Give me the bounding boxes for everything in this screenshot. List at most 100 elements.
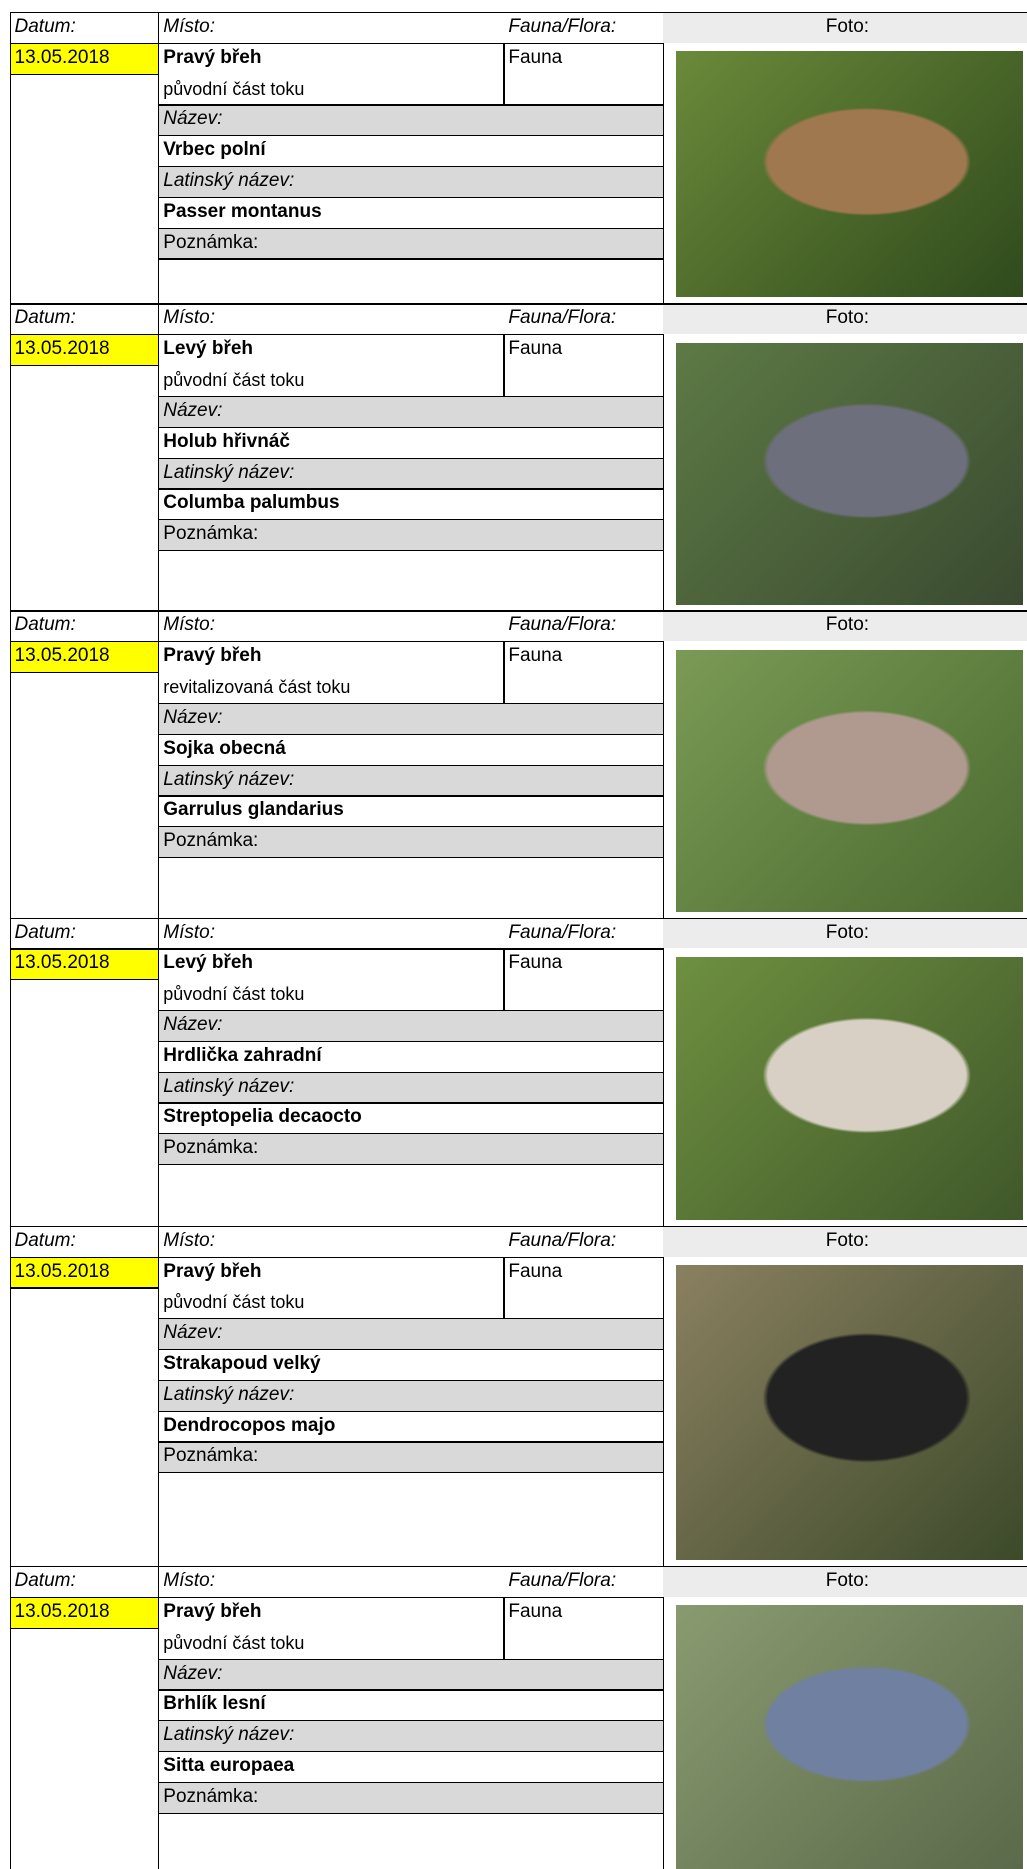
name: Brhlík lesní [163, 1693, 266, 1715]
border [158, 42, 663, 44]
border [158, 196, 663, 199]
border [158, 948, 663, 950]
note-label: Poznámka: [158, 826, 663, 858]
border [158, 303, 160, 611]
note-label: Poznámka: [158, 1133, 663, 1165]
border [9, 365, 159, 367]
border [158, 733, 663, 735]
place: Pravý břeh [163, 645, 262, 667]
border [158, 227, 663, 229]
border [158, 641, 663, 643]
kind: Fauna [508, 338, 563, 360]
border [158, 1133, 663, 1135]
kind: Fauna [508, 645, 563, 667]
date: 13.05.2018 [9, 42, 159, 74]
border [158, 550, 663, 552]
name: Sojka obecná [163, 737, 286, 759]
name-label: Název: [158, 395, 663, 427]
kind: Fauna [508, 46, 563, 68]
header-place: Místo: [163, 921, 215, 943]
border [662, 334, 665, 611]
place: Levý břeh [163, 338, 254, 360]
border [9, 1225, 1027, 1227]
border [158, 764, 663, 766]
header-place: Místo: [163, 15, 215, 37]
border [9, 1627, 159, 1629]
border [158, 1566, 160, 1869]
section: revitalizovaná část toku [163, 677, 351, 698]
header-kind: Fauna/Flora: [508, 15, 617, 37]
name: Vrbec polní [163, 139, 266, 161]
section: původní část toku [163, 984, 305, 1005]
header-place: Místo: [163, 1229, 215, 1251]
date: 13.05.2018 [9, 334, 159, 366]
note-label: Poznámka: [158, 1441, 663, 1473]
border [158, 488, 663, 490]
date: 13.05.2018 [9, 1596, 159, 1628]
name-label: Název: [158, 1658, 663, 1690]
bird-photo [675, 1605, 1024, 1869]
border [158, 1441, 663, 1443]
border [158, 1318, 663, 1320]
border [158, 1781, 663, 1784]
border [158, 1256, 663, 1258]
header-photo: Foto: [662, 303, 1027, 335]
bird-photo [675, 51, 1024, 298]
border [9, 334, 159, 336]
border [662, 1256, 665, 1567]
border [158, 1410, 663, 1412]
date: 13.05.2018 [9, 1256, 159, 1288]
border [158, 917, 160, 1226]
border [662, 42, 665, 304]
border [158, 1472, 663, 1474]
border [9, 1287, 159, 1289]
latin-label: Latinský název: [158, 166, 663, 197]
latin: Streptopelia decaocto [163, 1106, 362, 1128]
border [158, 857, 663, 859]
border [158, 334, 663, 336]
border [9, 11, 1027, 14]
place: Pravý břeh [163, 46, 262, 68]
name-label: Název: [158, 1009, 663, 1041]
border [158, 1071, 663, 1073]
name: Hrdlička zahradní [163, 1044, 322, 1066]
place: Pravý břeh [163, 1600, 262, 1622]
header-kind: Fauna/Flora: [508, 614, 617, 636]
border [158, 1349, 663, 1351]
border [9, 73, 159, 75]
border [503, 948, 505, 1010]
border [158, 395, 663, 398]
border [158, 1225, 160, 1567]
kind: Fauna [508, 1600, 563, 1622]
name-label: Název: [158, 104, 663, 136]
header-place: Místo: [163, 614, 215, 636]
bird-photo [675, 956, 1024, 1220]
border [9, 610, 1027, 612]
section: původní část toku [163, 370, 305, 391]
border [503, 334, 505, 396]
latin-label: Latinský název: [158, 1071, 663, 1103]
border [503, 1256, 505, 1319]
header-date: Datum: [14, 1229, 76, 1251]
date: 13.05.2018 [9, 641, 159, 673]
latin: Sitta europaea [163, 1755, 295, 1777]
border [9, 917, 1027, 919]
header-date: Datum: [14, 15, 76, 37]
latin-label: Latinský název: [158, 764, 663, 796]
border [158, 104, 663, 106]
border [9, 672, 159, 674]
border [158, 1102, 663, 1104]
header-kind: Fauna/Flora: [508, 307, 617, 329]
latin: Garrulus glandarius [163, 799, 344, 821]
border [158, 166, 663, 168]
note-label: Poznámka: [158, 227, 663, 259]
border [9, 1596, 159, 1599]
border [158, 1658, 663, 1660]
border [158, 135, 663, 137]
border [662, 948, 665, 1226]
name: Strakapoud velký [163, 1353, 321, 1375]
latin-label: Latinský název: [158, 1720, 663, 1751]
latin: Dendrocopos majo [163, 1414, 336, 1436]
border [662, 1596, 665, 1869]
latin: Columba palumbus [163, 492, 340, 514]
